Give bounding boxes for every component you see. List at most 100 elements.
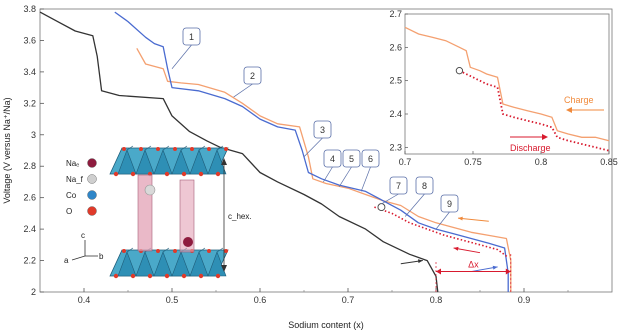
inset-state-marker xyxy=(455,67,464,75)
oxygen-atom xyxy=(181,171,187,177)
series-line-2 xyxy=(114,11,509,292)
delta-x-arrowhead-left xyxy=(436,268,441,275)
inset-legend-discharge: Discharge xyxy=(510,143,551,153)
y-tick-label: 3 xyxy=(31,130,36,140)
atom-legend-label: Na_f xyxy=(66,175,84,184)
callout-label: 8 xyxy=(422,181,427,191)
orange-curve-arrow xyxy=(457,217,489,222)
oxygen-atom xyxy=(207,147,211,151)
oxygen-atom xyxy=(173,249,177,253)
y-tick-label: 2 xyxy=(31,287,36,297)
atom-legend-swatch xyxy=(87,206,97,216)
callout-label: 5 xyxy=(349,154,354,164)
octahedron-edge xyxy=(162,247,170,253)
inset-plot: 0.7 0.75 0.8 0.85 2.3 2.4 2.5 2.6 2.7 Charge Disch… xyxy=(389,9,617,167)
y-tick-label: 2.6 xyxy=(23,193,36,203)
oxygen-atom xyxy=(215,171,221,177)
atom-legend-label: Naₑ xyxy=(66,159,79,168)
crystal-structure-illustration: c_hex. Naₑ Na_f Co Oc a b xyxy=(64,145,252,279)
black-curve-arrow-head xyxy=(417,259,423,264)
inset-x-tick-label: 0.75 xyxy=(464,157,482,167)
y-axis-label: Voltage (V versus Na⁺/Na) xyxy=(2,97,12,203)
callout-label: 1 xyxy=(189,32,194,42)
series-line-0 xyxy=(39,11,439,293)
inset-y-tick-label: 2.5 xyxy=(389,76,402,86)
inset-x-tick-label: 0.7 xyxy=(399,157,412,167)
oxygen-atom xyxy=(198,273,204,279)
na-e-atom xyxy=(183,237,193,247)
oxygen-atom xyxy=(122,147,126,151)
callout-box xyxy=(182,27,201,46)
callout-label: 2 xyxy=(250,71,255,81)
oxygen-atom xyxy=(207,249,211,253)
callout-label: 3 xyxy=(320,125,325,135)
atom-legend-swatch xyxy=(87,190,97,200)
callout-box xyxy=(323,149,342,168)
oxygen-atom xyxy=(147,273,153,279)
y-tick-label: 3.6 xyxy=(23,35,36,45)
octahedron-edge xyxy=(198,145,206,151)
y-tick-label: 3.4 xyxy=(23,67,36,77)
octahedron-edge xyxy=(144,145,152,151)
state-marker-circle xyxy=(377,203,386,212)
octahedron-edge xyxy=(126,247,134,253)
oxygen-atom xyxy=(130,171,136,177)
axis-a-line xyxy=(71,255,86,261)
octahedron-face xyxy=(135,251,155,277)
callout-label: 7 xyxy=(396,181,401,191)
inset-y-tick-label: 2.6 xyxy=(389,42,402,52)
inset-series-line-0 xyxy=(404,26,610,142)
octahedron-edge xyxy=(198,247,206,253)
inset-discharge-arrowhead xyxy=(542,134,548,140)
orange-curve-arrow-head xyxy=(458,216,463,221)
octahedron-face xyxy=(135,149,155,175)
oxygen-atom xyxy=(198,171,204,177)
x-tick-label: 0.4 xyxy=(78,295,91,305)
inset-legend-charge: Charge xyxy=(564,95,594,105)
series-line-1 xyxy=(136,47,512,292)
main-plot: 0.4 0.5 0.6 0.7 0.8 0.9 2 2.2 2.4 2.6 2.8 3 3.2 3.4 3.… xyxy=(2,4,613,330)
x-tick-label: 0.9 xyxy=(518,295,531,305)
callout-pointer xyxy=(233,83,253,98)
callout-pointer xyxy=(171,44,192,69)
atom-legend-swatch xyxy=(87,174,97,184)
oxygen-atom xyxy=(113,273,119,279)
inset-x-tick-label: 0.85 xyxy=(600,157,618,167)
oxygen-atom xyxy=(122,249,126,253)
oxygen-atom xyxy=(224,147,228,151)
atom-legend-label: Co xyxy=(66,191,77,200)
oxygen-atom xyxy=(164,273,170,279)
x-tick-label: 0.7 xyxy=(342,295,355,305)
axis-c-label: c xyxy=(81,231,85,240)
axis-b-label: b xyxy=(99,252,104,261)
callout-pointer xyxy=(360,166,371,192)
y-tick-label: 2.8 xyxy=(23,161,36,171)
oxygen-atom xyxy=(156,249,160,253)
x-tick-label: 0.8 xyxy=(430,295,443,305)
delta-x-label: Δx xyxy=(468,260,479,270)
callout-box xyxy=(243,66,262,85)
y-tick-label: 3.2 xyxy=(23,98,36,108)
series-line-3 xyxy=(374,206,509,259)
blue-curve-arrow-head xyxy=(492,265,498,270)
octahedron-edge xyxy=(216,145,224,151)
inset-y-tick-label: 2.3 xyxy=(389,142,402,152)
inset-frame xyxy=(404,13,610,155)
c-hex-arrow-bottom xyxy=(221,265,227,272)
oxygen-atom xyxy=(130,273,136,279)
callout-pointer xyxy=(404,193,425,217)
oxygen-atom xyxy=(190,147,194,151)
y-tick-label: 3.8 xyxy=(23,4,36,14)
red-curve-arrow-head xyxy=(453,246,459,251)
axis-a-label: a xyxy=(64,256,69,265)
oxygen-atom xyxy=(181,273,187,279)
callout-box xyxy=(440,194,459,213)
callout-pointer xyxy=(323,166,333,183)
octahedron-face xyxy=(153,251,173,277)
main-plot-frame xyxy=(39,8,613,293)
callout-pointer xyxy=(303,137,323,158)
atom-legend-swatch xyxy=(87,158,97,168)
inset-y-tick-label: 2.7 xyxy=(389,9,402,19)
atom-legend-label: O xyxy=(66,207,72,216)
